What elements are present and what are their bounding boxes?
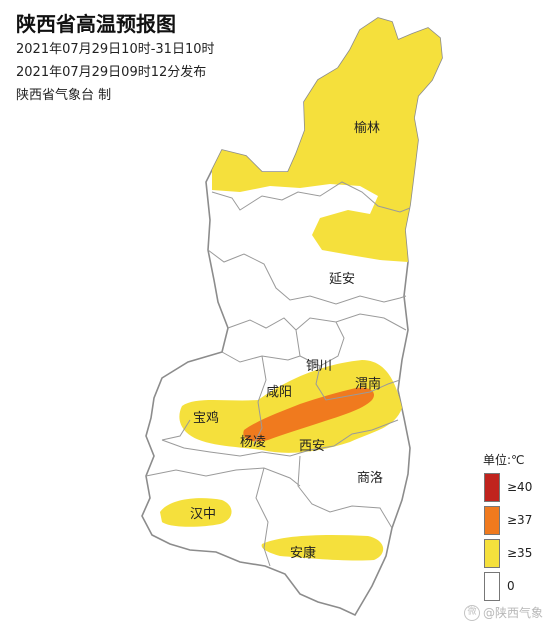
- city-label-shangluo: 商洛: [357, 471, 384, 486]
- legend-label-35: ≥35: [507, 546, 533, 560]
- city-label-yulin: 榆林: [354, 121, 381, 136]
- legend-swatch-35: [484, 539, 500, 568]
- heat-zone-guanzhong: [179, 360, 402, 453]
- legend-label-37: ≥37: [507, 513, 533, 527]
- heat-zone-north: [212, 18, 442, 262]
- city-label-yanan: 延安: [329, 272, 356, 287]
- city-label-tongchuan: 铜川: [306, 359, 333, 374]
- legend-swatch-37: [484, 506, 500, 535]
- prefecture-boundaries: [145, 181, 411, 567]
- legend-label-40: ≥40: [507, 480, 533, 494]
- city-label-xianyang: 咸阳: [266, 385, 293, 400]
- legend-label-0: 0: [507, 579, 515, 593]
- city-label-baoji: 宝鸡: [193, 411, 220, 426]
- weibo-icon: 微: [464, 604, 480, 621]
- legend-title: 单位:℃: [483, 453, 525, 467]
- forecast-period: 2021年07月29日10时-31日10时: [16, 42, 215, 57]
- issue-time: 2021年07月29日09时12分发布: [16, 65, 207, 80]
- legend-swatch-0: [484, 572, 500, 601]
- watermark-text: @陕西气象: [483, 606, 544, 620]
- heat-35-zones: [160, 18, 442, 561]
- city-label-hanzhong: 汉中: [190, 507, 217, 522]
- heat-37-zone: [243, 387, 375, 442]
- heat-zone-ankang: [261, 534, 384, 561]
- map-title: 陕西省高温预报图: [16, 12, 176, 36]
- legend-swatch-40: [484, 473, 500, 502]
- city-label-yangling: 杨凌: [240, 435, 267, 450]
- map-header: 陕西省高温预报图 2021年07月29日10时-31日10时 2021年07月2…: [16, 10, 215, 107]
- producer-label: 陕西省气象台 制: [16, 88, 112, 103]
- heat-zone-hanzhong: [160, 498, 232, 527]
- city-label-xian: 西安: [299, 439, 326, 454]
- city-label-weinan: 渭南: [355, 377, 382, 392]
- weibo-watermark: 微 @陕西气象: [464, 604, 543, 621]
- city-label-ankang: 安康: [290, 546, 317, 561]
